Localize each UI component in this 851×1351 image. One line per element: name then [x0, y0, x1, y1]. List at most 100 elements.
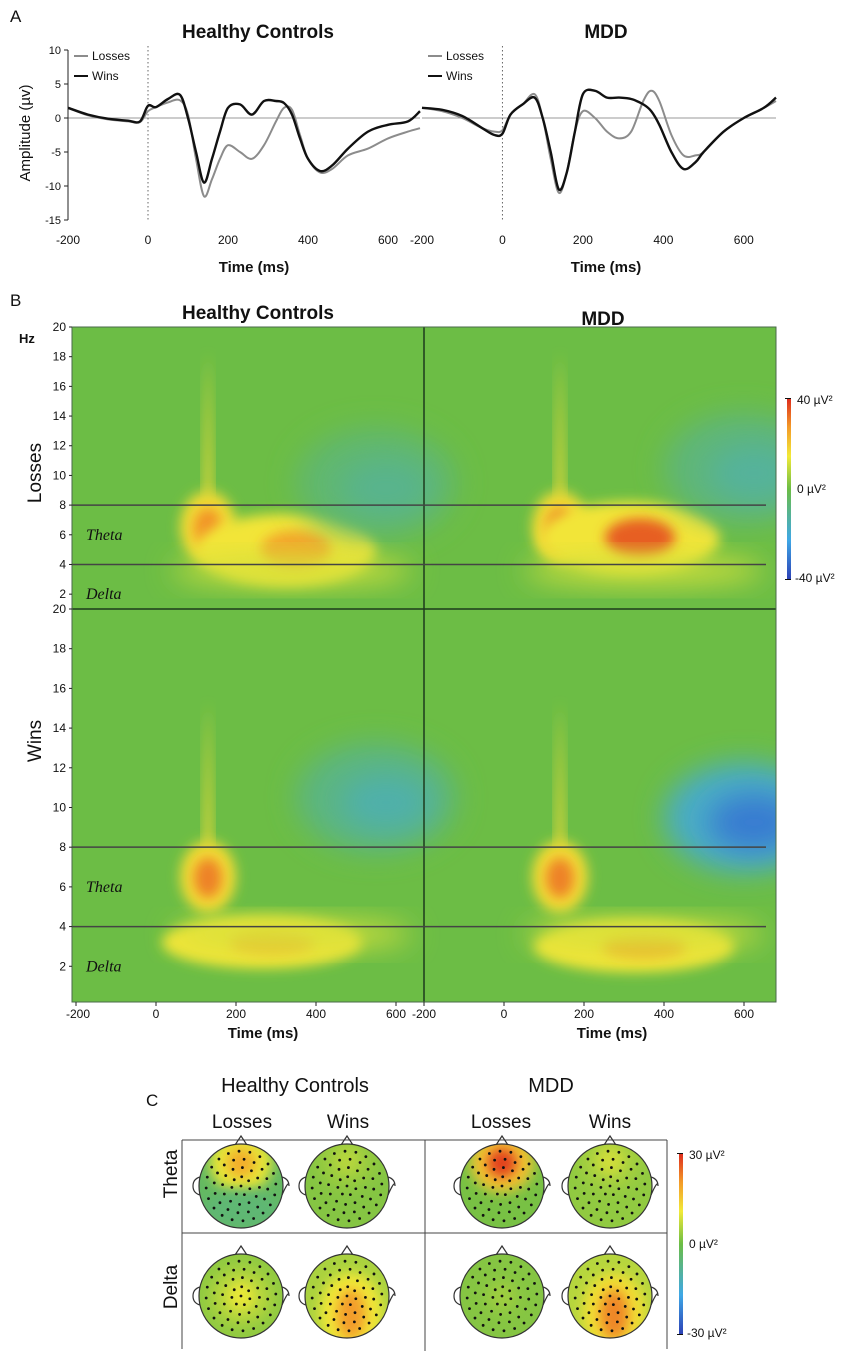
electrode-dot [534, 1303, 538, 1307]
electrode-dot [625, 1286, 629, 1290]
electrode-dot [230, 1328, 234, 1332]
y-tick-label: -10 [45, 181, 61, 193]
topomap-mdd-losses-delta [453, 1244, 551, 1339]
electrode-dot [629, 1167, 633, 1171]
electrode-dot [487, 1318, 491, 1321]
y-tick-label: -5 [51, 147, 61, 159]
electrode-dot [623, 1195, 627, 1198]
electrode-dot [340, 1302, 344, 1306]
electrode-dot [205, 1285, 209, 1289]
y-tick-label: 8 [59, 840, 66, 854]
electrode-dot [346, 1285, 350, 1289]
electrode-dot [473, 1316, 477, 1320]
tf-peak-core [605, 518, 675, 557]
ear-left [561, 1286, 570, 1306]
electrode-dot [581, 1181, 585, 1185]
series-line-wins [421, 88, 777, 192]
electrode-dot [508, 1179, 512, 1183]
electrode-dot [490, 1199, 493, 1203]
electrode-dot [250, 1279, 253, 1283]
electrode-dot [318, 1291, 322, 1295]
ear-right [542, 1286, 551, 1306]
panel-c-title-healthy: Healthy Controls [221, 1075, 369, 1097]
electrode-dot [226, 1208, 230, 1211]
electrode-dot [611, 1303, 615, 1307]
electrode-dot [487, 1152, 491, 1155]
panel-a-x-axis-label-mdd: Time (ms) [571, 259, 642, 276]
electrode-dot [482, 1293, 485, 1296]
electrode-dot [353, 1311, 357, 1315]
tf-flame [556, 701, 564, 847]
electrode-dot [574, 1285, 578, 1289]
y-tick-label: 5 [55, 79, 61, 91]
electrode-dot [581, 1206, 585, 1210]
electrode-dot [327, 1183, 330, 1186]
electrode-dot [599, 1328, 603, 1332]
electrode-dot [234, 1192, 238, 1196]
electrode-dot [230, 1218, 234, 1222]
electrode-dot [521, 1277, 525, 1281]
y-tick-label: 10 [49, 45, 61, 57]
electrode-dot [517, 1286, 521, 1290]
scalp-outline [567, 1143, 653, 1229]
electrode-dot [603, 1192, 607, 1196]
ear-left [298, 1176, 307, 1196]
tf-trailing-band [524, 920, 764, 949]
electrode-dot [524, 1197, 527, 1201]
panel-c-col-losses-mdd: Losses [471, 1112, 531, 1133]
electrode-dot [364, 1265, 368, 1269]
electrode-dot [328, 1302, 332, 1306]
topomap-mdd-wins-delta [561, 1244, 659, 1339]
electrode-dot [529, 1313, 533, 1317]
electrode-dot [507, 1320, 511, 1324]
y-tick-label: 18 [53, 350, 67, 364]
electrode-dot [367, 1211, 371, 1215]
scalp-outline [198, 1143, 284, 1229]
electrode-dot [236, 1321, 240, 1325]
electrode-dot [492, 1277, 496, 1281]
electrode-dot [261, 1321, 265, 1325]
tf-flame [556, 352, 564, 498]
tf-peak-core [546, 857, 574, 898]
electrode-dot [364, 1155, 368, 1159]
electrode-dot [600, 1277, 604, 1281]
electrode-dot [222, 1192, 226, 1196]
series-line-losses [421, 89, 777, 195]
electrode-dot [324, 1201, 328, 1205]
electrode-dot [348, 1193, 352, 1197]
electrode-dot [630, 1211, 634, 1215]
electrode-dot [642, 1193, 646, 1197]
colorbar-c-max-label: 30 µV² [689, 1148, 725, 1162]
electrode-dot [643, 1182, 647, 1186]
electrode-dot [599, 1185, 603, 1189]
electrode-dot [474, 1191, 478, 1195]
electrode-dot [465, 1186, 469, 1190]
electrode-dot [521, 1167, 525, 1171]
electrode-dot [490, 1309, 493, 1313]
electrode-dot [232, 1158, 236, 1162]
electrode-dot [210, 1275, 214, 1279]
panel-b: Healthy Controls MDD Hz Losses Wins Thet… [19, 303, 835, 1042]
electrode-dot [605, 1321, 609, 1325]
electrode-dot [212, 1291, 216, 1295]
electrode-dot [582, 1191, 586, 1195]
electrode-dot [610, 1276, 613, 1279]
electrode-dot [372, 1187, 376, 1191]
electrode-dot [615, 1210, 619, 1214]
electrode-dot [221, 1293, 224, 1296]
x-tick-label: 400 [298, 233, 318, 247]
electrode-dot [508, 1311, 512, 1315]
electrode-dot [362, 1286, 366, 1290]
legend-label-losses: Losses [92, 49, 130, 63]
band-label-theta: Theta [86, 527, 122, 544]
electrode-dot [360, 1195, 364, 1198]
panel-a-x-axis-label-healthy: Time (ms) [219, 259, 290, 276]
electrode-dot [491, 1185, 495, 1189]
electrode-dot [221, 1183, 224, 1186]
colorbar-c-mid-label: 0 µV² [689, 1237, 718, 1251]
electrode-dot [379, 1303, 383, 1307]
panel-c-col-losses-healthy: Losses [212, 1112, 272, 1133]
electrode-dot [237, 1149, 241, 1153]
electrode-dot [595, 1318, 599, 1321]
electrode-dot [591, 1302, 595, 1306]
